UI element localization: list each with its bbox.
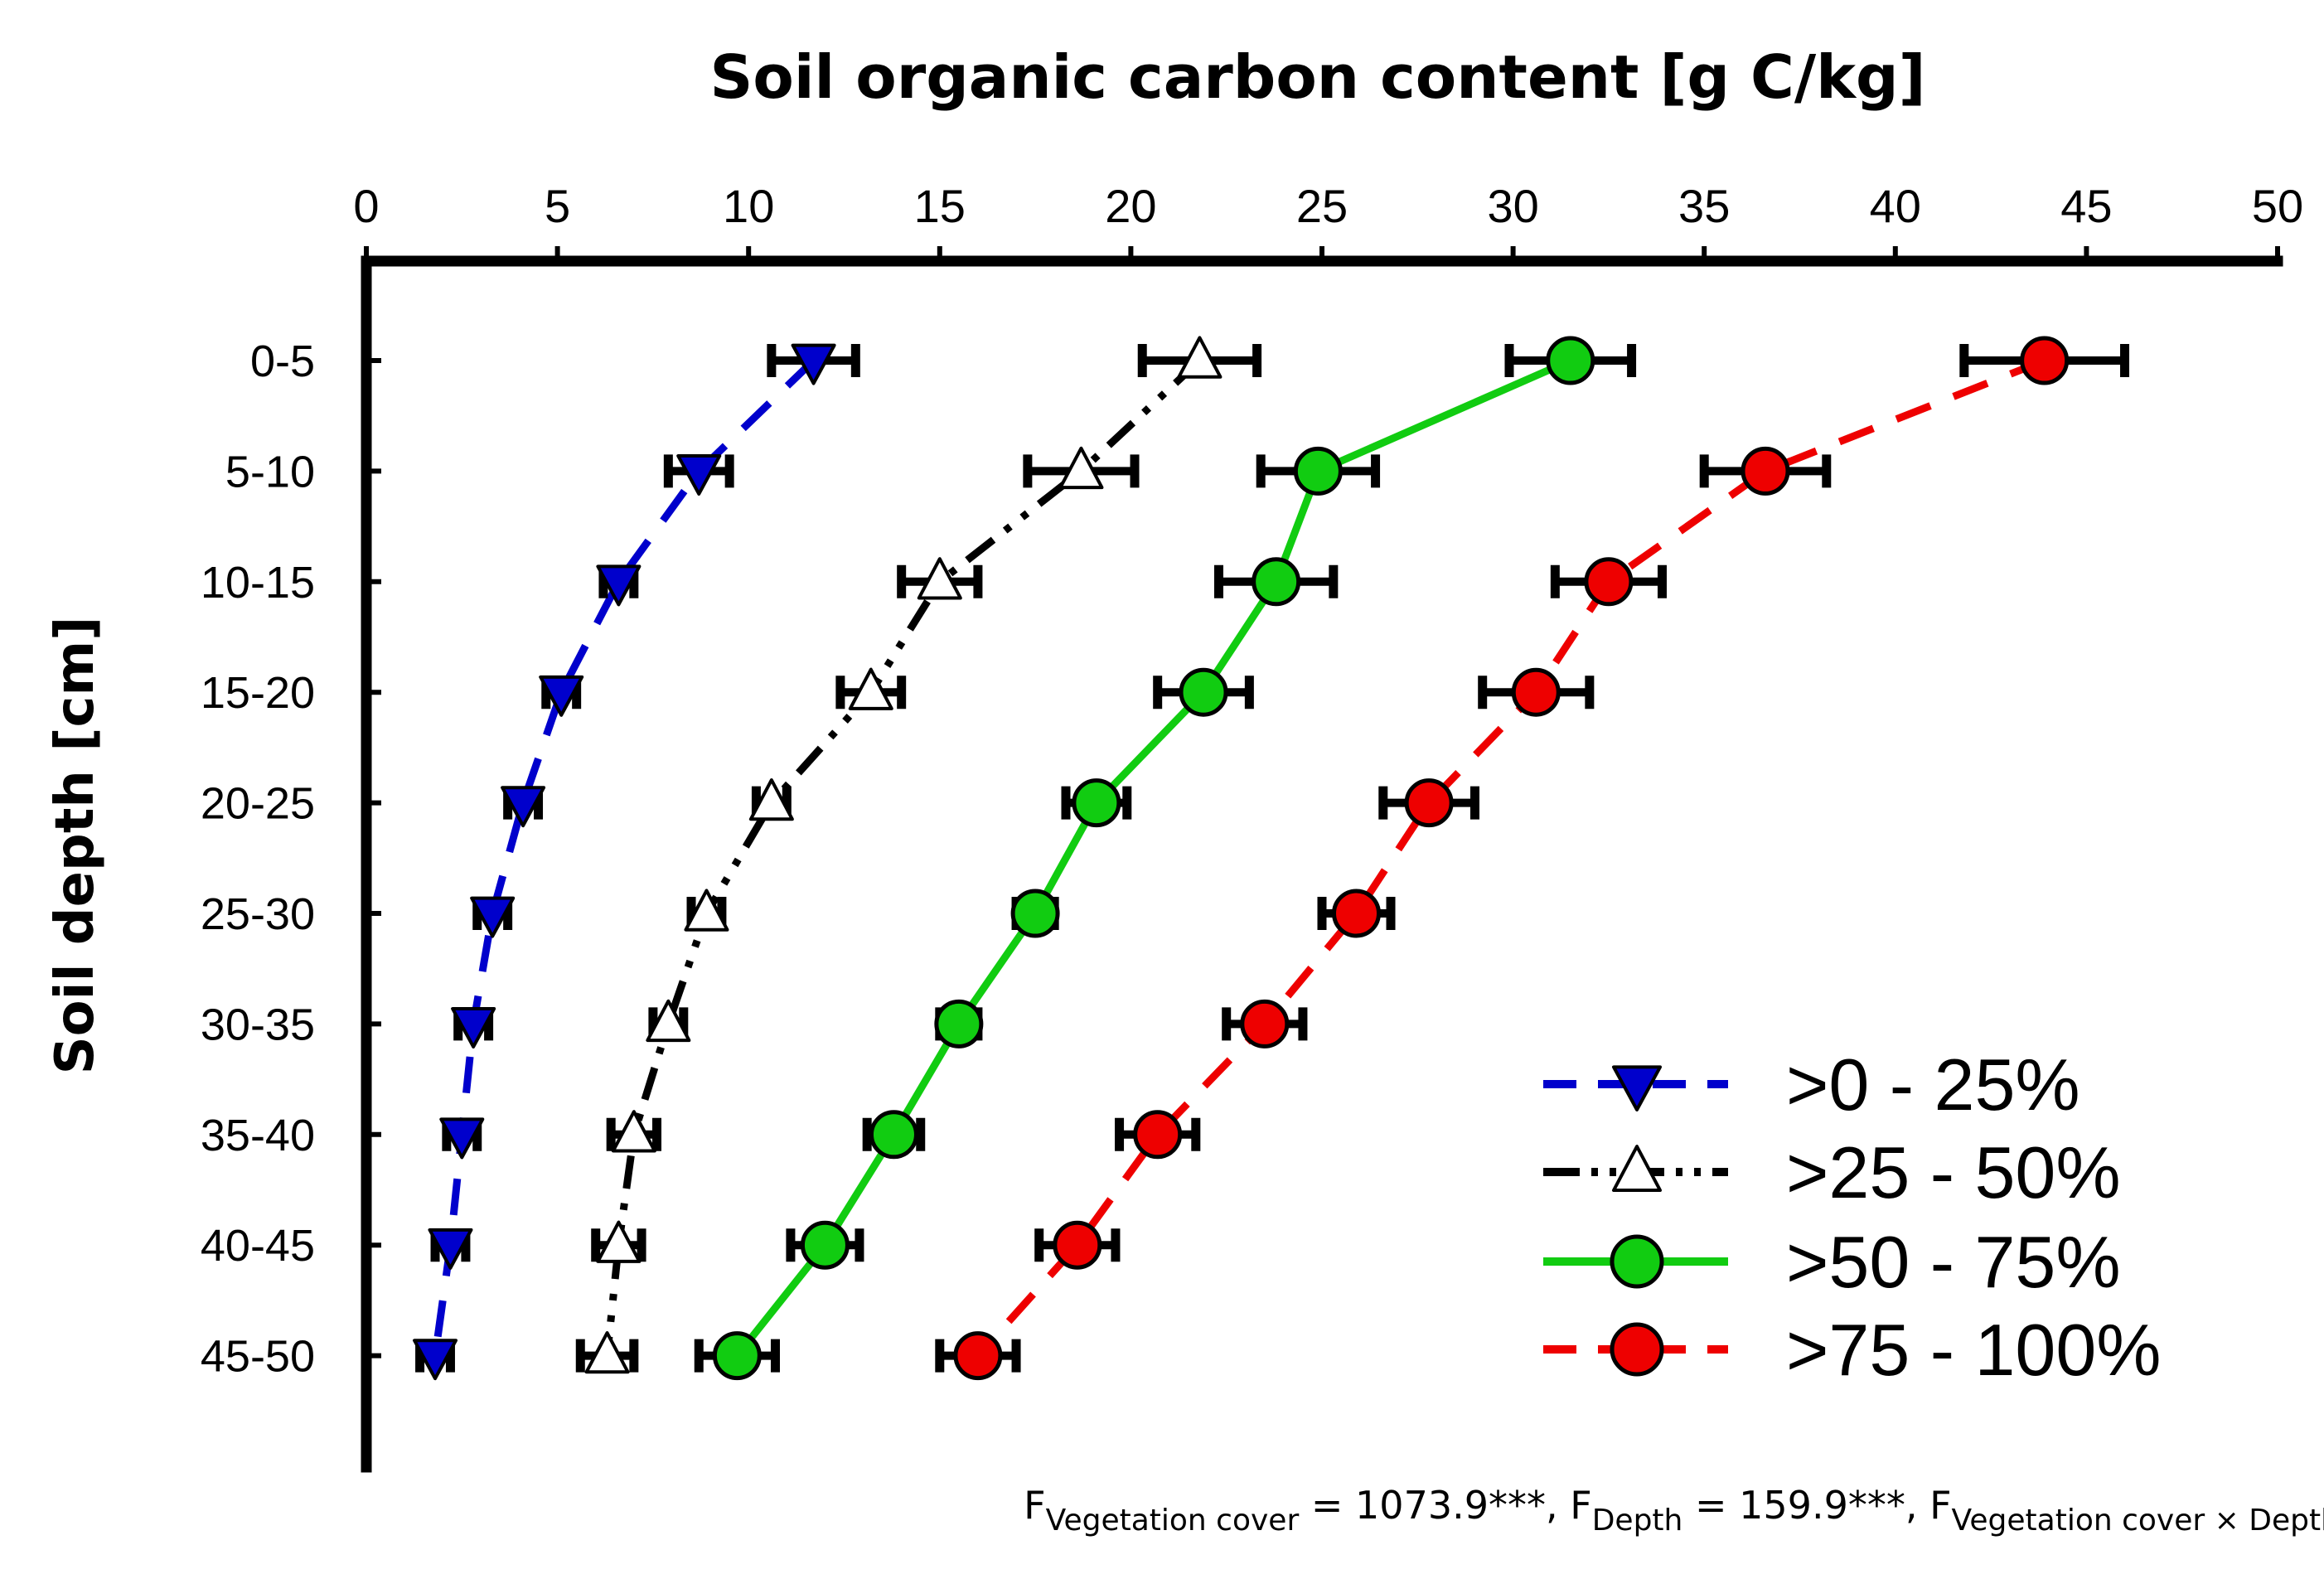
data-point [1293,446,1343,496]
data-point [501,786,546,828]
data-point [676,454,722,496]
y-category-label: 45-50 [201,1332,315,1382]
legend-label: >25 - 50% [1786,1131,2121,1213]
x-tick-label: 30 [1487,180,1538,232]
series-line [431,357,816,1357]
legend-item: >50 - 75% [1543,1221,2121,1303]
legend-marker [1612,1065,1662,1111]
x-tick-label: 35 [1678,180,1730,232]
data-point [1058,446,1104,490]
data-point [712,1331,762,1381]
x-tick-label: 0 [353,180,379,232]
data-point [596,1220,642,1263]
data-point [1053,1220,1102,1270]
data-point [917,557,962,600]
y-category-label: 15-20 [201,668,315,718]
data-point [684,889,729,932]
legend-label: >75 - 100% [1786,1309,2162,1391]
legend-label: >0 - 25% [1786,1044,2080,1126]
data-point [1252,557,1301,607]
data-point [428,1228,473,1270]
data-point [748,778,794,821]
data-point [470,896,516,938]
data-point [1010,889,1060,938]
legend-item: >25 - 50% [1543,1131,2121,1213]
data-point [413,1339,458,1381]
data-point [934,999,984,1049]
x-tick-label: 25 [1296,180,1348,232]
data-point [953,1331,1003,1381]
data-point [1584,557,1634,607]
x-tick-labels: 0 5 10 15 20 25 30 35 40 45 50 [353,180,2303,232]
x-tick-label: 5 [545,180,570,232]
y-category-labels: 0-5 5-10 10-15 15-20 20-25 25-30 30-35 35-40 40-… [201,337,315,1382]
legend-item: >0 - 25% [1543,1044,2080,1126]
data-point [1240,999,1290,1049]
y-category-label: 20-25 [201,779,315,829]
data-point [1179,667,1228,717]
y-category-label: 35-40 [201,1111,315,1160]
data-point [2020,336,2070,385]
data-point [848,667,893,710]
axes [361,246,2283,1473]
data-point [451,1007,496,1049]
data-point [1546,336,1595,385]
data-point [611,1110,656,1153]
legend-marker [1612,1145,1662,1193]
y-category-label: 10-15 [201,558,315,608]
data-point [869,1110,918,1160]
data-point [1511,667,1561,717]
y-category-label: 0-5 [250,337,315,386]
y-axis-label: Soil depth [cm] [45,617,106,1075]
series-line [603,357,1203,1357]
series-3 [694,336,1637,1381]
data-point [1332,889,1382,938]
series-4 [935,336,2130,1381]
data-point [1133,1110,1183,1160]
chart-title: Soil organic carbon content [g C/kg] [710,42,1926,112]
legend-marker [1610,1322,1664,1377]
anova-statistics: FVegetation cover = 1073.9***, FDepth = … [1024,1483,2324,1538]
plot-area [413,336,2130,1381]
x-tick-label: 50 [2252,180,2303,232]
data-point [439,1117,485,1160]
data-point [1741,446,1790,496]
y-category-label: 30-35 [201,1000,315,1049]
data-point [791,343,836,385]
data-point [1072,778,1121,828]
legend-marker [1610,1234,1664,1289]
legend: >0 - 25%>25 - 50%>50 - 75%>75 - 100% [1543,1044,2162,1391]
data-point [646,999,691,1043]
data-point [1177,336,1223,379]
x-tick-label: 20 [1105,180,1156,232]
x-tick-label: 10 [723,180,774,232]
x-tick-label: 15 [914,180,966,232]
x-tick-label: 40 [1870,180,1921,232]
x-tick-label: 45 [2060,180,2112,232]
y-category-label: 25-30 [201,889,315,939]
data-point [1404,778,1454,828]
series-line [975,356,2046,1358]
y-category-label: 5-10 [225,447,315,496]
series-2 [575,336,1262,1374]
series-line [734,356,1572,1358]
y-category-label: 40-45 [201,1221,315,1271]
legend-item: >75 - 100% [1543,1309,2162,1391]
data-point [584,1331,630,1374]
series-1 [413,343,860,1381]
data-point [596,564,642,607]
legend-label: >50 - 75% [1786,1221,2121,1303]
data-point [539,675,584,717]
data-point [800,1220,850,1270]
